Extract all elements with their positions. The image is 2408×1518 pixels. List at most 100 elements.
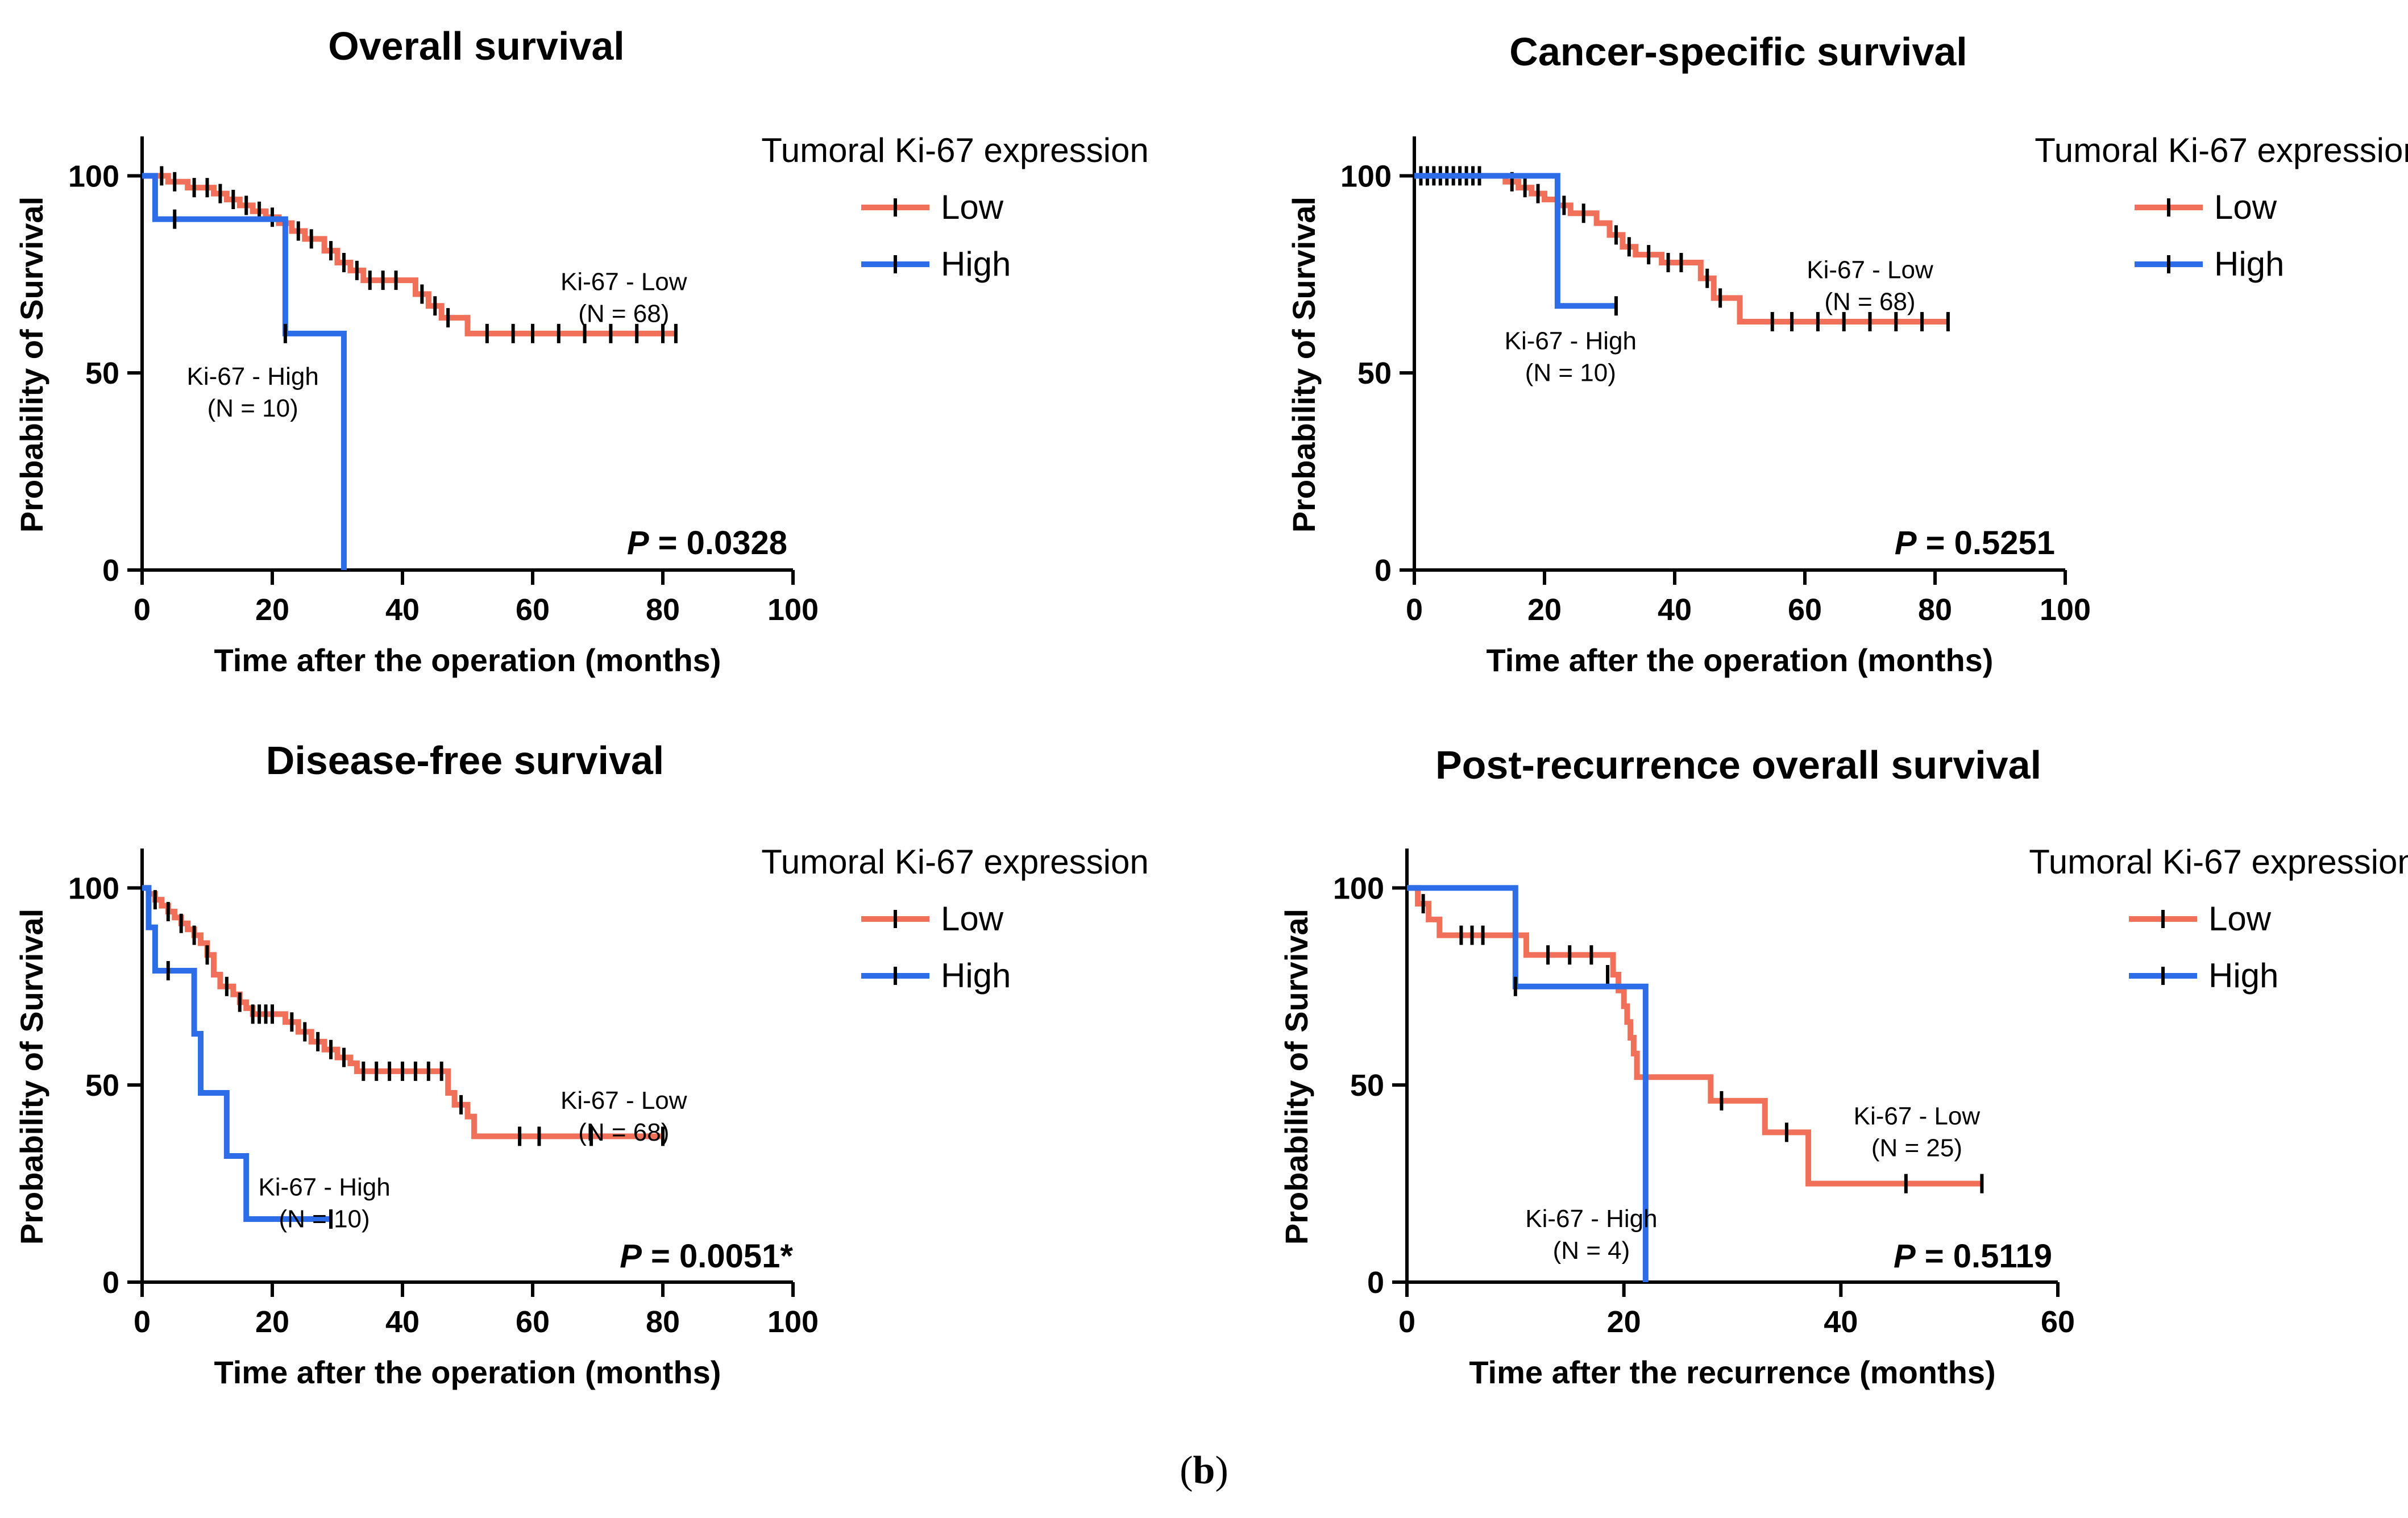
legend: Tumoral Ki-67 expression Low High bbox=[2029, 843, 2408, 995]
x-axis-label: Time after the recurrence (months) bbox=[1469, 1354, 1995, 1390]
legend-title: Tumoral Ki-67 expression bbox=[761, 843, 1148, 881]
legend: Tumoral Ki-67 expression Low High bbox=[2035, 131, 2408, 283]
y-tick-label: 50 bbox=[1357, 356, 1392, 390]
chart-title: Post-recurrence overall survival bbox=[1435, 743, 2041, 787]
y-axis-label: Probability of Survival bbox=[14, 909, 49, 1245]
legend-label-high: High bbox=[941, 956, 1011, 995]
x-tick-label: 0 bbox=[1398, 1305, 1415, 1339]
series-annotation-high: (N = 10) bbox=[207, 394, 298, 422]
x-tick-label: 20 bbox=[255, 1305, 289, 1339]
p-value-text: P = 0.5251 bbox=[1895, 525, 2055, 562]
x-tick-label: 60 bbox=[516, 593, 550, 627]
x-tick-label: 100 bbox=[767, 1305, 819, 1339]
p-value-symbol: P bbox=[1894, 1238, 1916, 1275]
legend-label-low: Low bbox=[2214, 188, 2277, 226]
legend-label-low: Low bbox=[941, 188, 1004, 226]
y-tick-label: 100 bbox=[1340, 159, 1392, 193]
x-tick-label: 100 bbox=[2040, 593, 2091, 627]
legend-label-high: High bbox=[941, 245, 1011, 283]
x-tick-label: 40 bbox=[385, 593, 420, 627]
x-axis-label: Time after the operation (months) bbox=[214, 642, 721, 678]
series-annotation-low: (N = 68) bbox=[578, 1118, 669, 1146]
y-axis-label: Probability of Survival bbox=[1286, 197, 1322, 533]
legend-title: Tumoral Ki-67 expression bbox=[2029, 843, 2408, 881]
y-tick-label: 0 bbox=[102, 1266, 119, 1300]
x-tick-label: 80 bbox=[646, 1305, 680, 1339]
p-value-number: = 0.5251 bbox=[1917, 525, 2056, 562]
series-annotation-high: Ki-67 - High bbox=[258, 1173, 390, 1201]
legend: Tumoral Ki-67 expression Low High bbox=[761, 131, 1148, 283]
x-tick-label: 0 bbox=[1406, 593, 1423, 627]
x-axis-label: Time after the operation (months) bbox=[1487, 642, 1994, 678]
series-annotation-low: Ki-67 - Low bbox=[1854, 1103, 1981, 1130]
caption-open: ( bbox=[1180, 1449, 1193, 1492]
x-tick-label: 40 bbox=[1658, 593, 1692, 627]
p-value-text: P = 0.5119 bbox=[1894, 1238, 2052, 1275]
y-axis-label: Probability of Survival bbox=[1278, 909, 1314, 1245]
x-tick-label: 40 bbox=[385, 1305, 420, 1339]
chart-panel: Post-recurrence overall survival 0 20 40 60 0… bbox=[1278, 743, 2408, 1390]
y-tick-label: 100 bbox=[1333, 871, 1384, 905]
x-tick-label: 20 bbox=[1527, 593, 1562, 627]
series-annotation-high: Ki-67 - High bbox=[1505, 327, 1637, 355]
legend-label-high: High bbox=[2208, 956, 2278, 995]
x-tick-label: 20 bbox=[255, 593, 289, 627]
p-value-text: P = 0.0328 bbox=[627, 525, 787, 562]
caption-letter: b bbox=[1193, 1449, 1215, 1492]
legend-label-low: Low bbox=[2208, 900, 2272, 938]
y-tick-label: 50 bbox=[85, 356, 119, 390]
chart-panel: Disease-free survival 0 20 40 60 80 100 0 50 100 T… bbox=[14, 738, 1149, 1390]
y-tick-label: 0 bbox=[1375, 554, 1392, 588]
series-annotation-high: Ki-67 - High bbox=[1525, 1205, 1657, 1233]
series-line-low bbox=[142, 173, 676, 336]
p-value-symbol: P bbox=[1895, 525, 1917, 562]
series-line-low bbox=[1414, 173, 1948, 325]
y-axis-label: Probability of Survival bbox=[14, 197, 49, 533]
legend-label-low: Low bbox=[941, 900, 1004, 938]
y-tick-label: 100 bbox=[68, 159, 119, 193]
p-value-number: = 0.0051* bbox=[642, 1238, 793, 1275]
y-tick-label: 50 bbox=[1350, 1068, 1384, 1103]
series-annotation-low: (N = 25) bbox=[1871, 1134, 1962, 1162]
x-tick-label: 60 bbox=[2041, 1305, 2075, 1339]
legend: Tumoral Ki-67 expression Low High bbox=[761, 843, 1148, 995]
series-annotation-low: Ki-67 - Low bbox=[561, 268, 687, 296]
chart-title: Cancer-specific survival bbox=[1509, 30, 1967, 74]
p-value-symbol: P bbox=[627, 525, 649, 562]
x-tick-label: 20 bbox=[1607, 1305, 1641, 1339]
x-axis-label: Time after the operation (months) bbox=[214, 1354, 721, 1390]
x-tick-label: 0 bbox=[134, 593, 151, 627]
p-value-symbol: P bbox=[620, 1238, 642, 1275]
series-line-high bbox=[142, 885, 331, 1222]
x-tick-label: 40 bbox=[1824, 1305, 1858, 1339]
x-tick-label: 80 bbox=[1918, 593, 1952, 627]
series-annotation-high: (N = 10) bbox=[279, 1205, 370, 1233]
series-annotation-low: Ki-67 - Low bbox=[561, 1087, 687, 1114]
chart-title: Disease-free survival bbox=[266, 738, 664, 783]
series-annotation-high: Ki-67 - High bbox=[186, 363, 318, 390]
x-tick-label: 0 bbox=[134, 1305, 151, 1339]
p-value-number: = 0.0328 bbox=[649, 525, 788, 562]
series-annotation-low: (N = 68) bbox=[578, 300, 669, 328]
x-tick-label: 80 bbox=[646, 593, 680, 627]
caption-close: ) bbox=[1215, 1449, 1228, 1492]
chart-title: Overall survival bbox=[328, 24, 624, 68]
series-annotation-high: (N = 10) bbox=[1525, 359, 1616, 387]
series-line-high bbox=[142, 173, 347, 570]
legend-title: Tumoral Ki-67 expression bbox=[761, 131, 1148, 169]
chart-panel: Overall survival 0 20 40 60 80 100 0 50 100 Time a… bbox=[14, 24, 1149, 678]
series-line-low bbox=[1407, 885, 1982, 1187]
x-tick-label: 60 bbox=[1788, 593, 1822, 627]
series-annotation-low: (N = 68) bbox=[1824, 288, 1915, 316]
legend-label-high: High bbox=[2214, 245, 2284, 283]
p-value-text: P = 0.0051* bbox=[620, 1238, 793, 1275]
p-value-number: = 0.5119 bbox=[1916, 1238, 2052, 1275]
figure-caption: (b) bbox=[1180, 1449, 1228, 1492]
x-tick-label: 100 bbox=[767, 593, 819, 627]
series-annotation-low: Ki-67 - Low bbox=[1807, 256, 1933, 284]
series-annotation-high: (N = 4) bbox=[1553, 1237, 1630, 1265]
chart-panels: Overall survival 0 20 40 60 80 100 0 50 100 Time a… bbox=[14, 24, 2408, 1390]
y-tick-label: 0 bbox=[1367, 1266, 1384, 1300]
